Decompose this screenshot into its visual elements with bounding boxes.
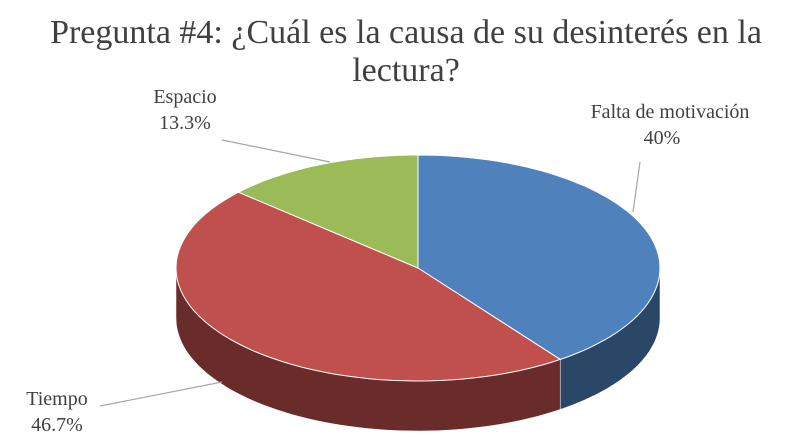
value-label: 40% [644, 127, 681, 149]
leader-line [99, 381, 223, 407]
slice [417, 154, 661, 360]
chart-title: Pregunta #4: ¿Cuál es la causa de su des… [50, 14, 762, 89]
leader-line [221, 139, 331, 163]
slice [175, 191, 562, 382]
category-label: Falta de motivación [591, 101, 750, 123]
value-label: 46.7% [31, 414, 83, 436]
slice [237, 154, 419, 269]
category-label: Espacio [153, 86, 216, 108]
leader-line [632, 161, 641, 213]
category-label: Tiempo [26, 388, 88, 410]
value-label: 13.3% [159, 112, 211, 134]
